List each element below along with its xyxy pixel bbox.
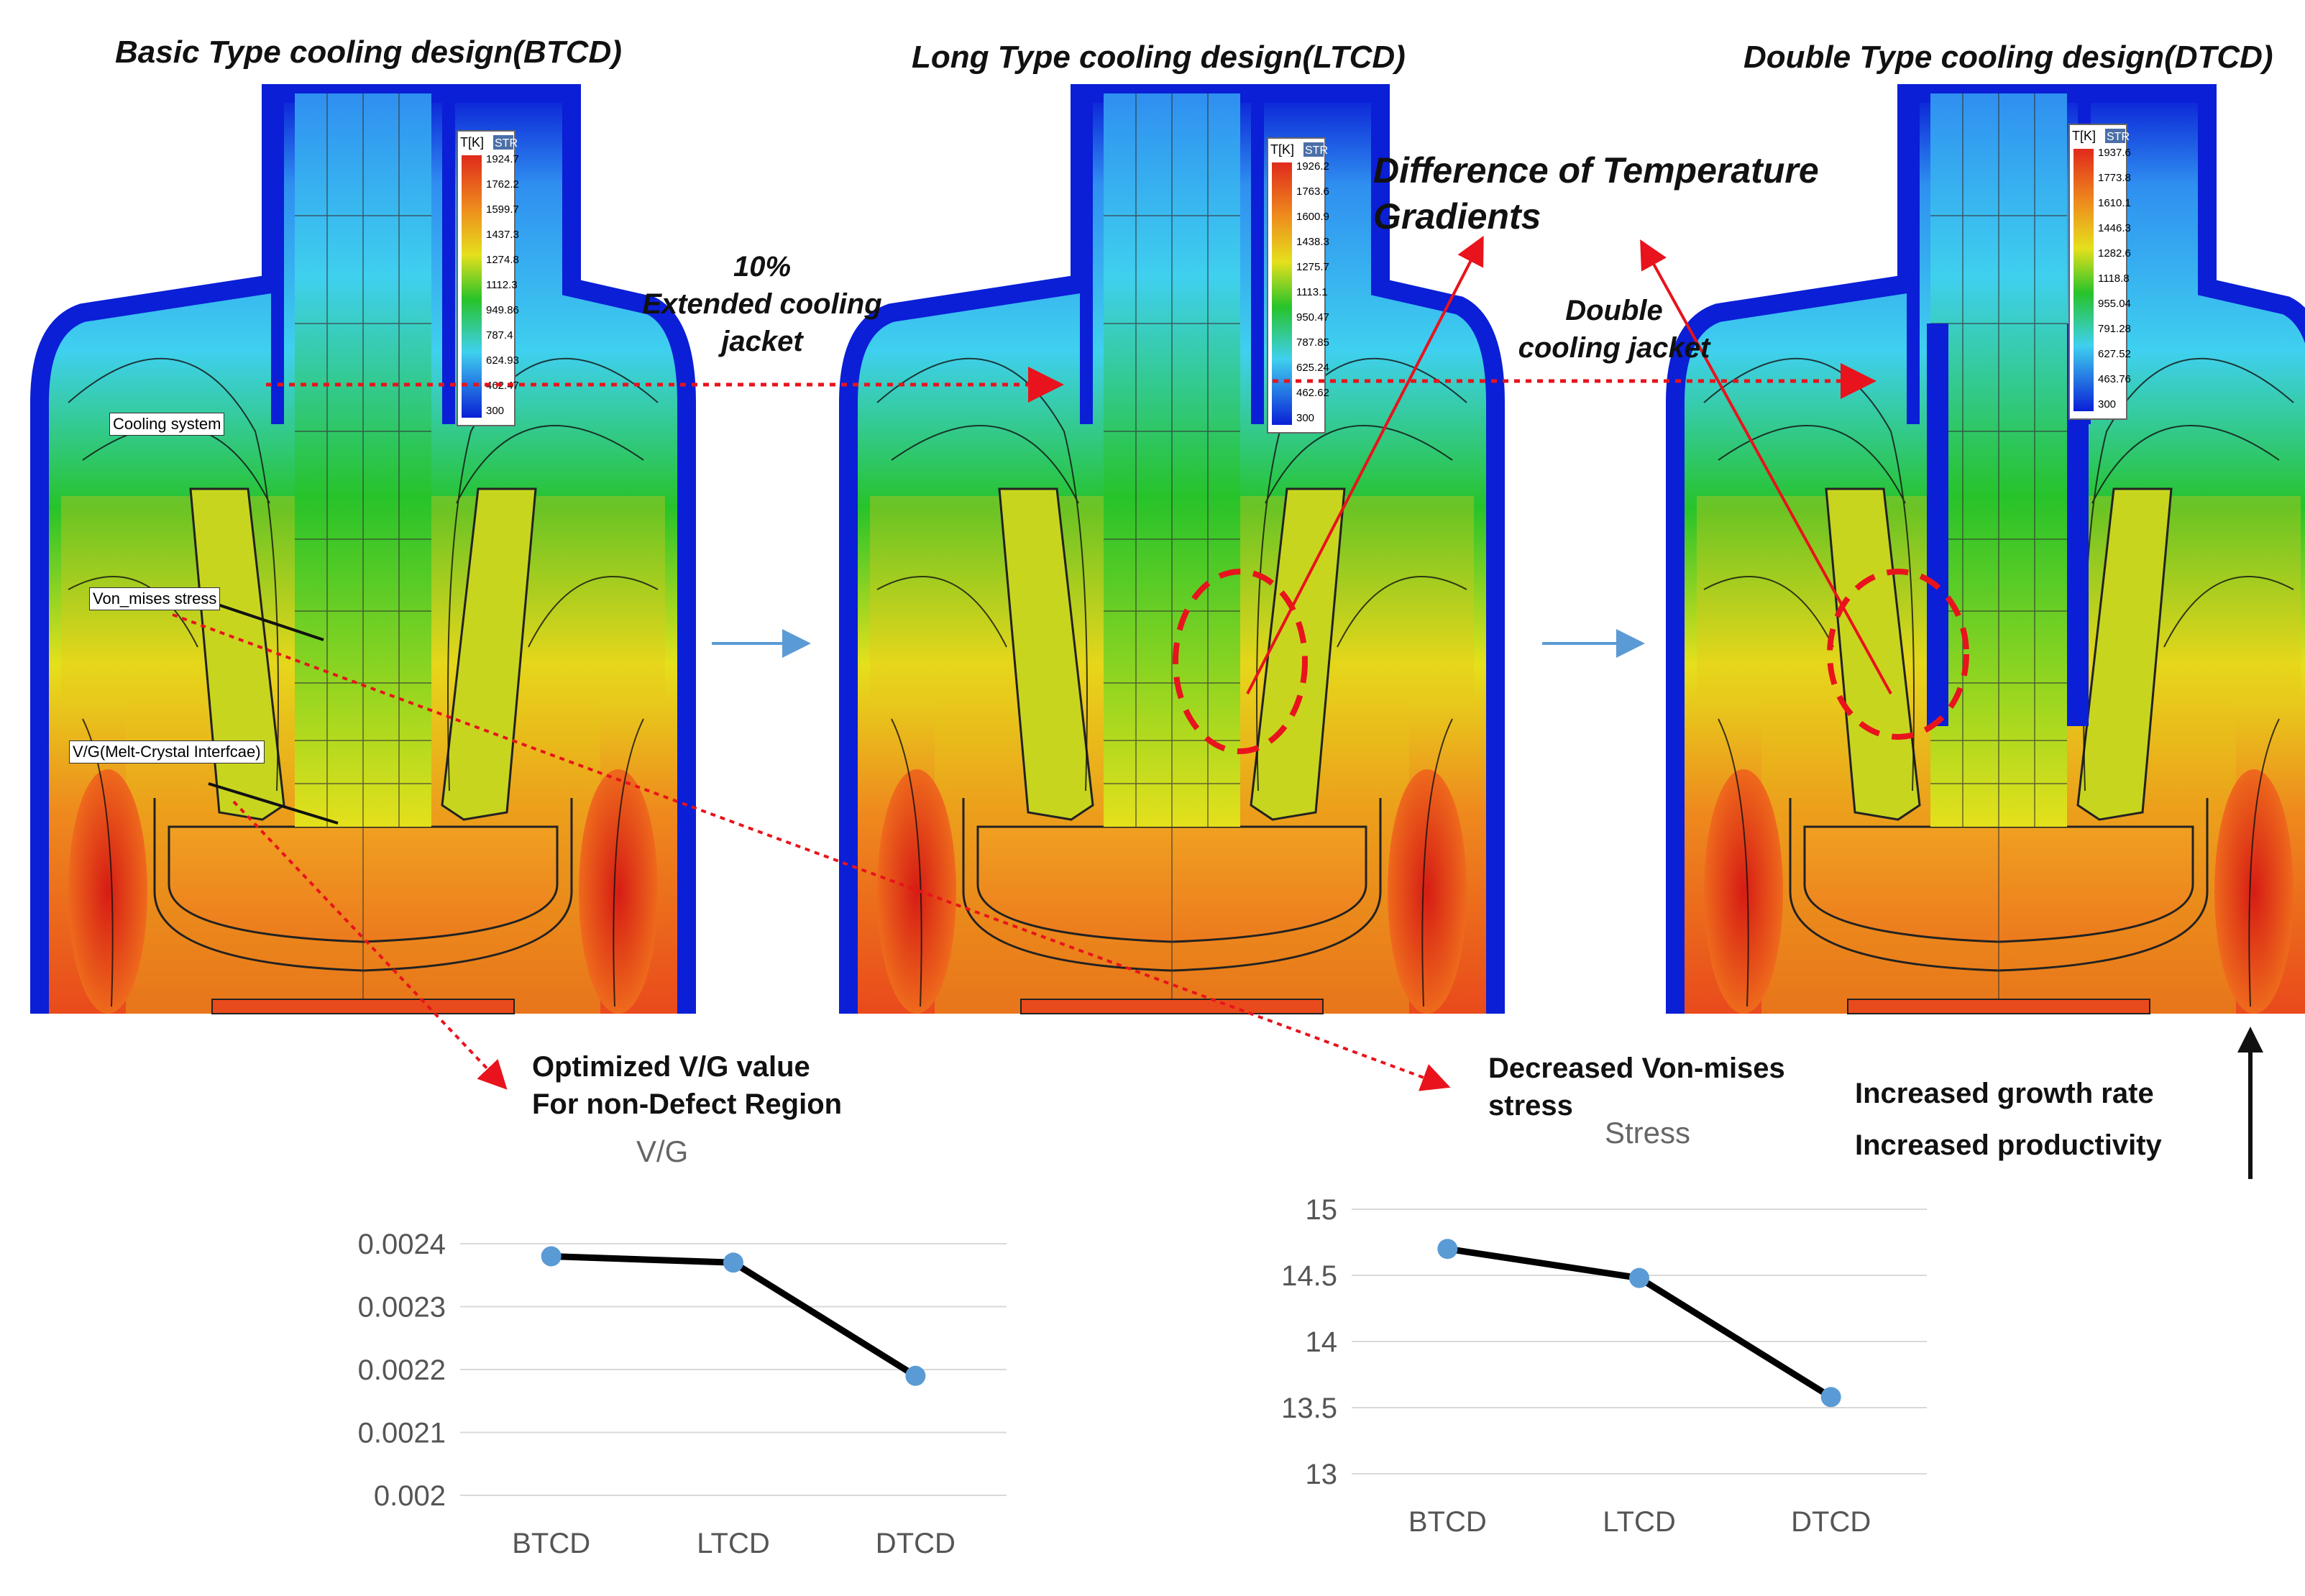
legend-value: 300 — [1296, 412, 1314, 424]
legend-value: 955.04 — [2098, 298, 2131, 310]
y-tick-label: 0.002 — [374, 1480, 446, 1512]
legend-value: 300 — [486, 405, 504, 417]
legend-value: 1446.3 — [2098, 222, 2131, 234]
ltcd-title: Long Type cooling design(LTCD) — [912, 40, 1406, 75]
legend-value: 1924.7 — [486, 153, 519, 165]
dtcd-title: Double Type cooling design(DTCD) — [1743, 40, 2273, 75]
legend-tag — [1303, 142, 1324, 157]
legend-value: 625.24 — [1296, 362, 1329, 374]
growth-note: Increased growth rate Increased producti… — [1855, 1078, 2162, 1161]
gradient-circle-dtcd — [1827, 569, 1969, 740]
legend-value: 1112.3 — [486, 279, 518, 291]
temperature-legends: T[K] STR 1924.7 1762.2 1599.7 1437.3 1274.8 111… — [457, 124, 2131, 434]
legend-value: 791.28 — [2098, 323, 2131, 335]
y-tick-label: 0.0024 — [358, 1229, 446, 1260]
legend-value: 1600.9 — [1296, 211, 1329, 223]
x-tick-label: LTCD — [697, 1528, 769, 1559]
cooling-system-label: Cooling system — [109, 413, 225, 436]
legend-value: 1762.2 — [486, 178, 519, 191]
gradient-annotation: Difference of Temperature Gradients — [1373, 150, 1819, 237]
double-jacket-annotation: Double cooling jacket — [1518, 295, 1710, 364]
legend-colorbar — [1272, 162, 1292, 425]
legend-value: 1274.8 — [486, 254, 519, 266]
data-point — [905, 1365, 926, 1386]
legend-tag — [2105, 129, 2125, 143]
data-point — [541, 1246, 562, 1267]
legend-value: 950.47 — [1296, 311, 1329, 324]
series-line — [551, 1253, 917, 1379]
x-tick-label: LTCD — [1603, 1506, 1675, 1538]
vg-interface-label: V/G(Melt-Crystal Interfcae) — [69, 740, 265, 763]
legend-unit: T[K] — [460, 135, 484, 150]
legend-1: T[K] STR 1926.2 1763.6 1600.9 1438.3 1275.7 111… — [1267, 137, 1329, 434]
vg-note: Optimized V/G value For non-Defect Regio… — [532, 1051, 843, 1120]
y-tick-label: 14 — [1306, 1326, 1338, 1358]
y-tick-label: 14.5 — [1281, 1260, 1337, 1292]
stress-chart: 13 13.5 14 14.5 15 BTCD LTCD DTCD — [1281, 1194, 1927, 1538]
btcd-panel — [40, 93, 687, 1014]
legend-value: 1437.3 — [486, 229, 519, 241]
legend-colorbar — [462, 155, 482, 418]
legend-value: 1118.8 — [2098, 272, 2130, 285]
vg-chart-title: V/G — [636, 1134, 689, 1168]
legend-value: 300 — [2098, 398, 2116, 411]
legend-value: 1599.7 — [486, 203, 519, 216]
stress-note: Decreased Von-mises stress — [1488, 1052, 1785, 1122]
legend-value: 1282.6 — [2098, 247, 2131, 260]
legend-value: 787.85 — [1296, 336, 1329, 349]
legend-unit: T[K] — [2072, 129, 2096, 143]
extended-jacket-annotation: 10% Extended cooling jacket — [642, 251, 882, 357]
y-tick-label: 0.0022 — [358, 1354, 446, 1386]
y-tick-label: 0.0023 — [358, 1292, 446, 1324]
legend-value: 1773.8 — [2098, 172, 2131, 184]
legend-tag-text: STR — [495, 137, 518, 150]
x-tick-label: BTCD — [1408, 1506, 1487, 1538]
x-tick-label: BTCD — [512, 1528, 590, 1559]
legend-value: 1610.1 — [2098, 197, 2131, 209]
stress-chart-title: Stress — [1605, 1116, 1691, 1150]
btcd-title: Basic Type cooling design(BTCD) — [115, 35, 622, 70]
legend-value: 949.86 — [486, 304, 519, 316]
legend-colorbar — [2073, 149, 2094, 411]
legend-value: 1937.6 — [2098, 147, 2131, 159]
legend-value: 627.52 — [2098, 348, 2131, 360]
legend-value: 462.47 — [486, 380, 519, 392]
legend-value: 624.93 — [486, 354, 519, 367]
legend-value: 787.4 — [486, 329, 513, 341]
data-point — [1437, 1239, 1458, 1260]
vg-chart: 0.002 0.0021 0.0022 0.0023 0.0024 BTCD LTCD DTC… — [358, 1229, 1007, 1559]
double-jacket-left — [1927, 324, 1948, 726]
data-point — [1820, 1387, 1841, 1408]
gradient-arrow-dtcd — [1640, 239, 1892, 694]
legend-value: 1275.7 — [1296, 261, 1329, 273]
legend-tag-text: STR — [1305, 145, 1328, 157]
legend-value: 1438.3 — [1296, 236, 1329, 248]
data-point — [723, 1252, 743, 1273]
legend-unit: T[K] — [1270, 142, 1294, 157]
von-mises-label: Von_mises stress — [89, 587, 221, 610]
y-tick-label: 15 — [1306, 1194, 1338, 1226]
x-tick-label: DTCD — [1791, 1506, 1871, 1538]
data-point — [1629, 1267, 1649, 1288]
legend-value: 1763.6 — [1296, 185, 1329, 198]
legend-value: 462.62 — [1296, 387, 1329, 399]
y-tick-label: 13 — [1306, 1459, 1338, 1490]
legend-tag — [493, 135, 513, 150]
legend-2: T[K] STR 1937.6 1773.8 1610.1 1446.3 1282.6 111… — [2068, 124, 2131, 420]
simulation-panels: T[K] STR 1924.7 1762.2 1599.7 1437.3 1274.8 111… — [0, 0, 2305, 1021]
legend-value: 1926.2 — [1296, 160, 1329, 173]
legend-0: T[K] STR 1924.7 1762.2 1599.7 1437.3 1274.8 111… — [457, 130, 519, 426]
legend-value: 463.76 — [2098, 373, 2131, 385]
legend-tag-text: STR — [2107, 131, 2130, 143]
legend-value: 1113.1 — [1296, 286, 1328, 298]
y-tick-label: 0.0021 — [358, 1418, 446, 1449]
y-tick-label: 13.5 — [1281, 1393, 1337, 1424]
x-tick-label: DTCD — [876, 1528, 956, 1559]
